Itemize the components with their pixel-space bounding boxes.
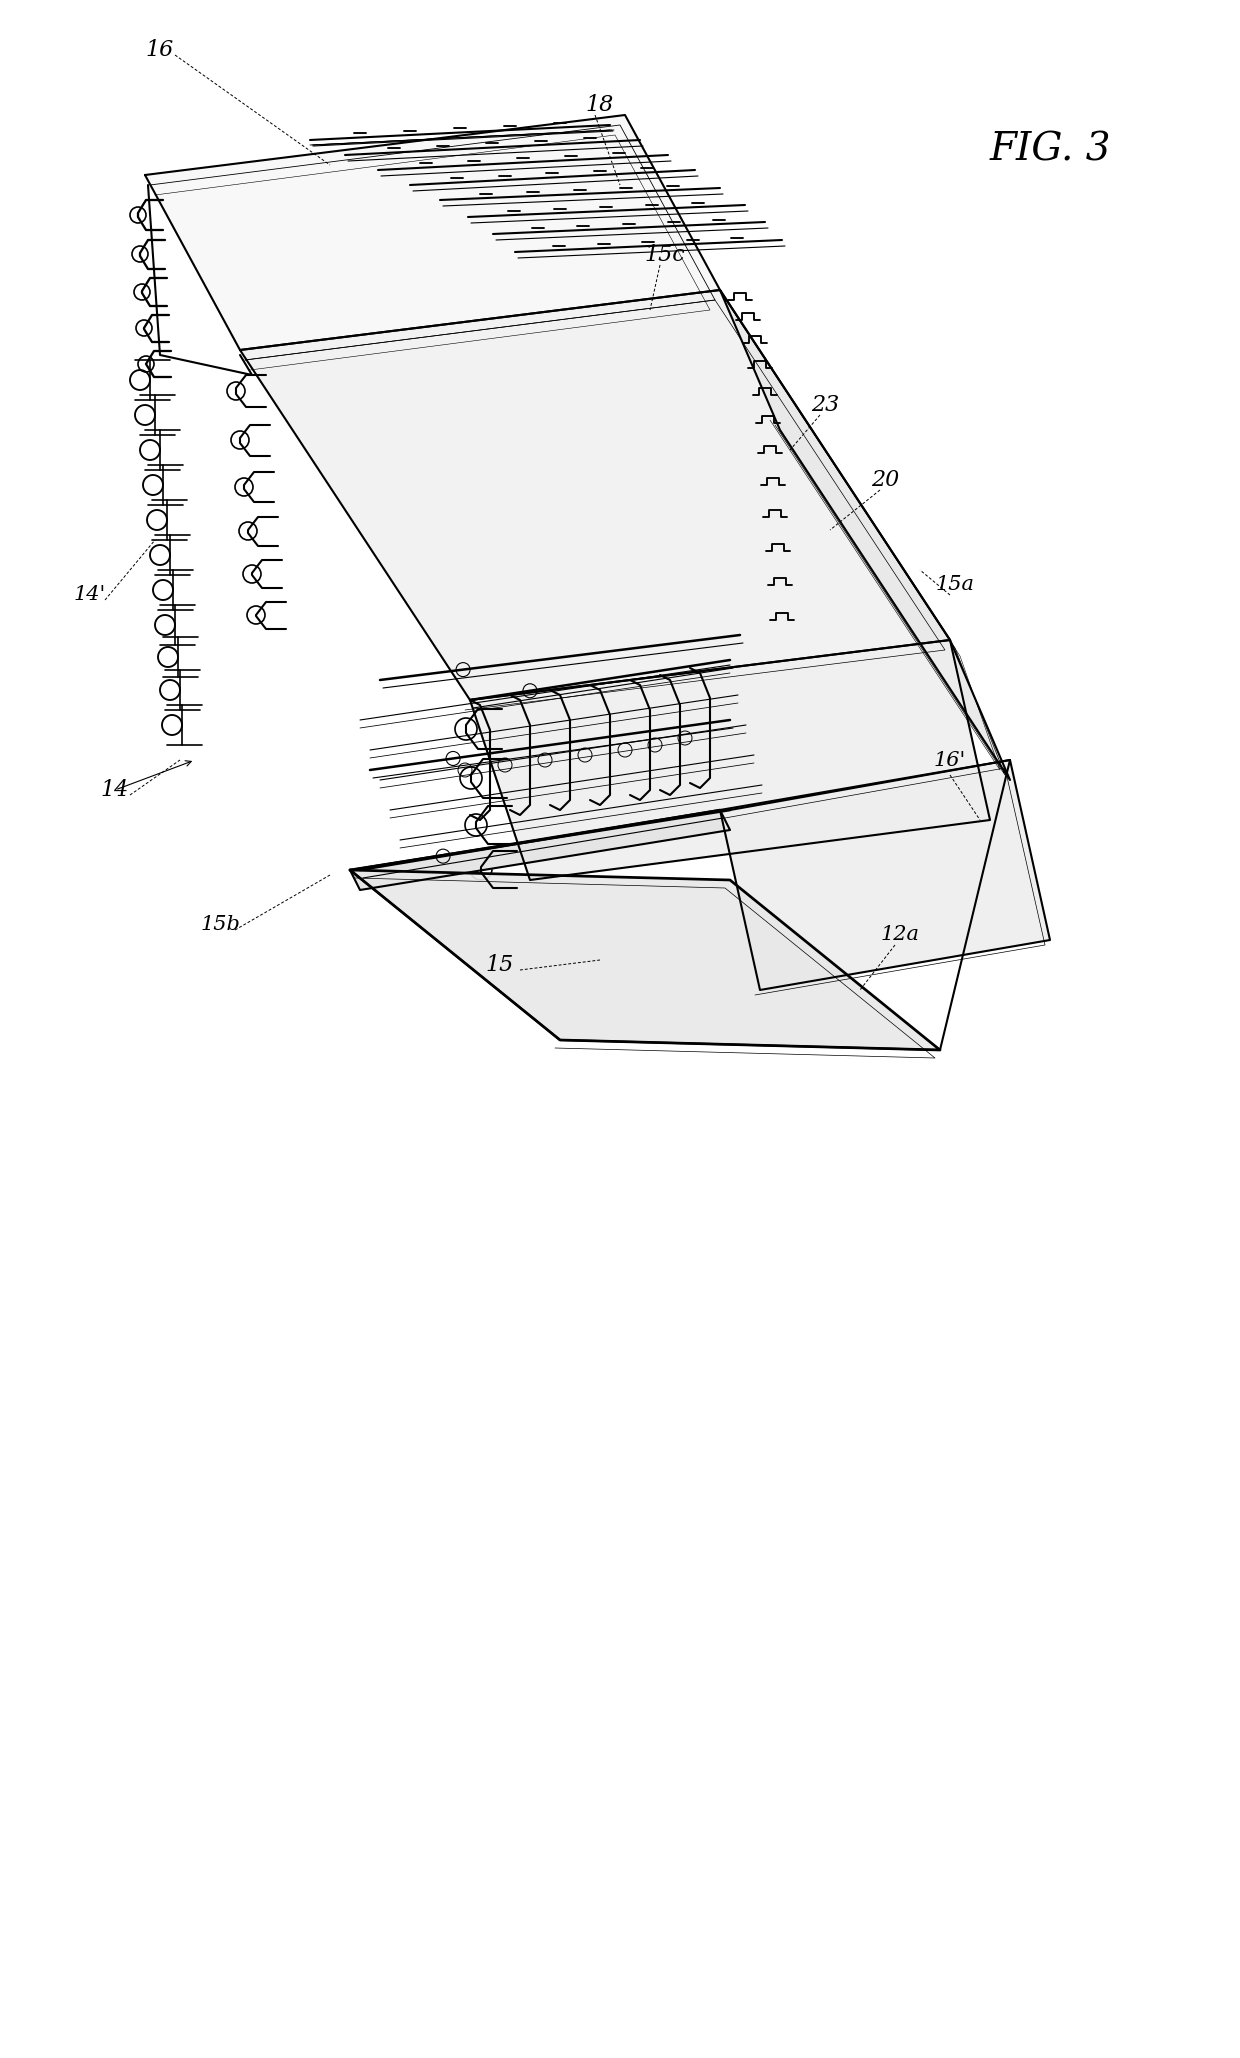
Text: 20: 20 xyxy=(870,469,899,492)
Polygon shape xyxy=(720,759,1050,990)
Polygon shape xyxy=(350,811,730,889)
Polygon shape xyxy=(470,640,990,881)
Text: FIG. 3: FIG. 3 xyxy=(990,132,1111,169)
Text: 15c: 15c xyxy=(645,245,686,265)
Polygon shape xyxy=(241,290,950,700)
Text: 16': 16' xyxy=(934,751,966,770)
Polygon shape xyxy=(350,871,940,1050)
Text: 18: 18 xyxy=(585,95,614,115)
Text: 16: 16 xyxy=(146,39,174,62)
Text: 14': 14' xyxy=(74,584,107,605)
Polygon shape xyxy=(145,115,720,350)
Text: 15b: 15b xyxy=(200,916,239,934)
Polygon shape xyxy=(720,290,1011,780)
Text: 15a: 15a xyxy=(935,576,975,595)
Text: 14: 14 xyxy=(100,780,129,801)
Text: 23: 23 xyxy=(811,393,839,416)
Text: 12a: 12a xyxy=(880,926,920,945)
Text: 15: 15 xyxy=(486,955,515,975)
